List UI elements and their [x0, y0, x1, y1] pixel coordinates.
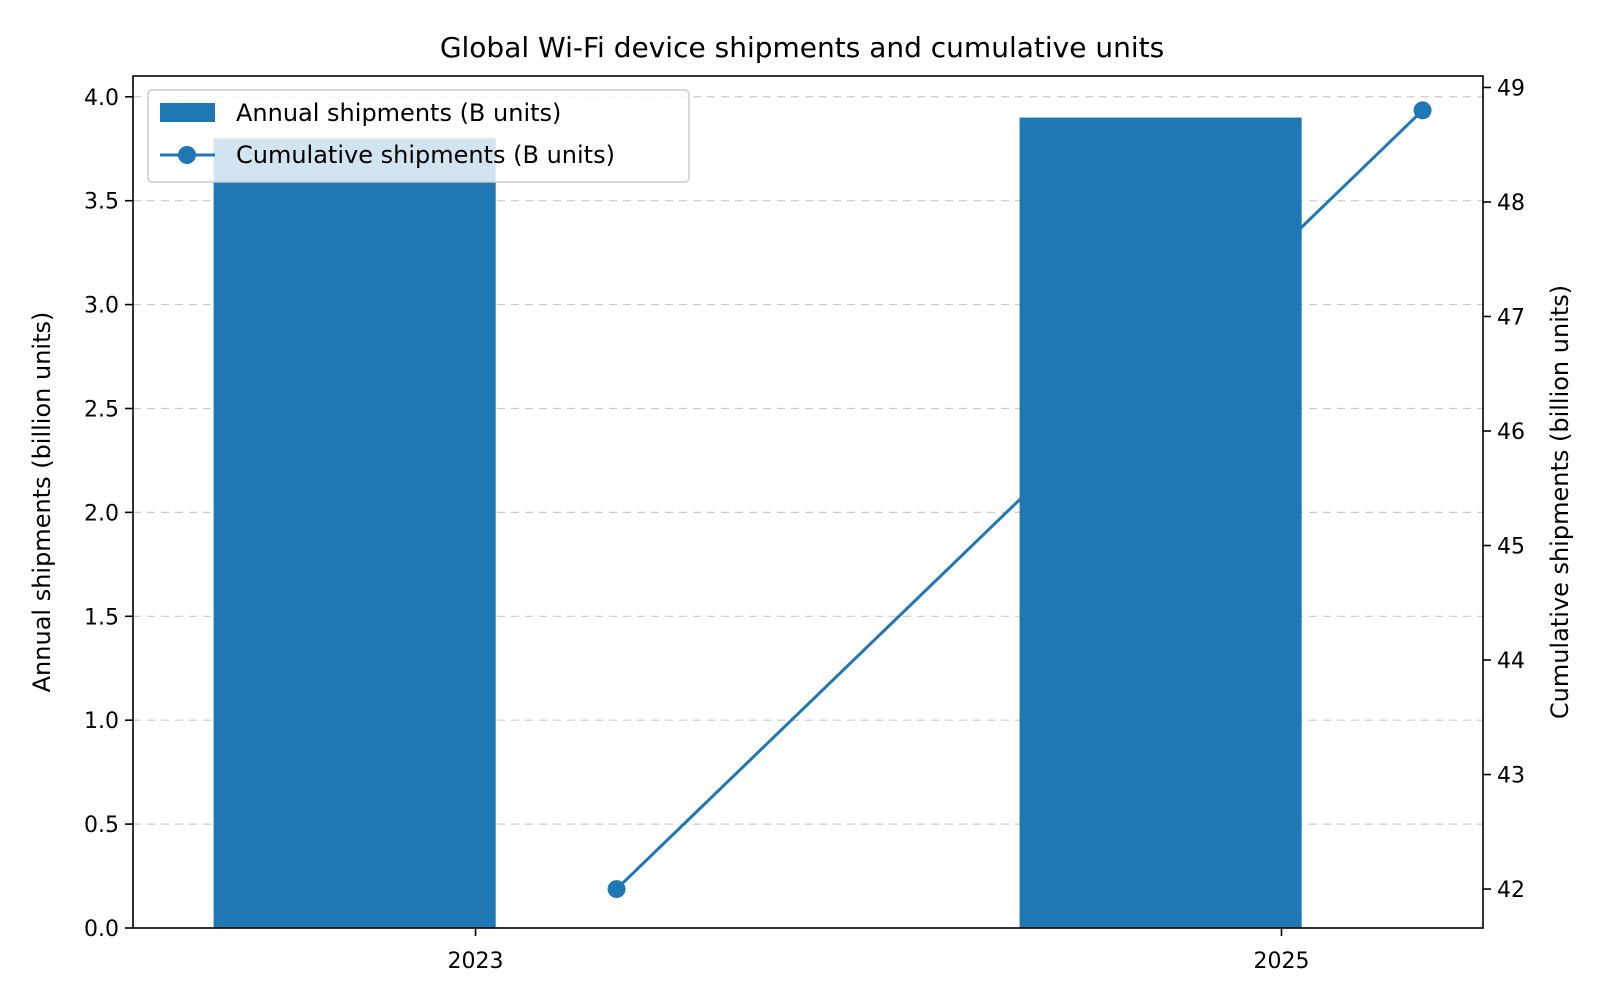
legend: Annual shipments (B units) Cumulative sh…	[147, 89, 690, 183]
left-y-tick-label: 2.5	[84, 397, 119, 422]
line-point	[607, 880, 626, 899]
x-tick-label: 2025	[1254, 949, 1310, 974]
left-y-tick-label: 1.5	[84, 605, 119, 630]
left-y-tick-label: 2.0	[84, 501, 119, 526]
bar	[1019, 117, 1302, 928]
left-y-tick-label: 3.5	[84, 190, 119, 215]
left-y-axis: 0.0 0.5 1.0 1.5 2.0 2.5 3.0 3.5 4.0	[84, 86, 133, 942]
left-y-tick-label: 0.0	[84, 917, 119, 942]
left-y-axis-label: Annual shipments (billion units)	[28, 312, 56, 693]
left-y-tick-label: 3.0	[84, 294, 119, 319]
right-y-tick-label: 47	[1497, 305, 1525, 330]
chart-title: Global Wi-Fi device shipments and cumula…	[440, 31, 1164, 64]
legend-label-annual: Annual shipments (B units)	[236, 99, 561, 127]
right-y-axis-label: Cumulative shipments (billion units)	[1546, 285, 1574, 719]
right-y-tick-label: 46	[1497, 420, 1525, 445]
plot-frame	[132, 75, 1484, 929]
legend-line-marker	[178, 146, 196, 164]
right-y-tick-label: 45	[1497, 535, 1525, 560]
legend-bar-swatch	[160, 103, 215, 122]
right-y-tick-label: 42	[1497, 878, 1525, 903]
left-y-tick-label: 1.0	[84, 709, 119, 734]
x-axis: 2023 2025	[448, 928, 1310, 974]
bar-series	[213, 117, 1302, 929]
left-y-tick-label: 0.5	[84, 813, 119, 838]
legend-label-cumulative: Cumulative shipments (B units)	[236, 141, 615, 169]
x-tick-label: 2023	[448, 949, 504, 974]
right-y-tick-label: 48	[1497, 191, 1525, 216]
line-series	[607, 101, 1432, 899]
right-y-tick-label: 49	[1497, 76, 1525, 101]
cumulative-line	[615, 109, 1424, 891]
legend-box	[147, 89, 690, 183]
right-y-tick-label: 43	[1497, 764, 1525, 789]
right-y-axis: 42 43 44 45 46 47 48 49	[1483, 76, 1525, 903]
bar	[213, 138, 496, 929]
right-y-tick-label: 44	[1497, 649, 1525, 674]
line-point	[1413, 101, 1432, 120]
left-y-tick-label: 4.0	[84, 86, 119, 111]
